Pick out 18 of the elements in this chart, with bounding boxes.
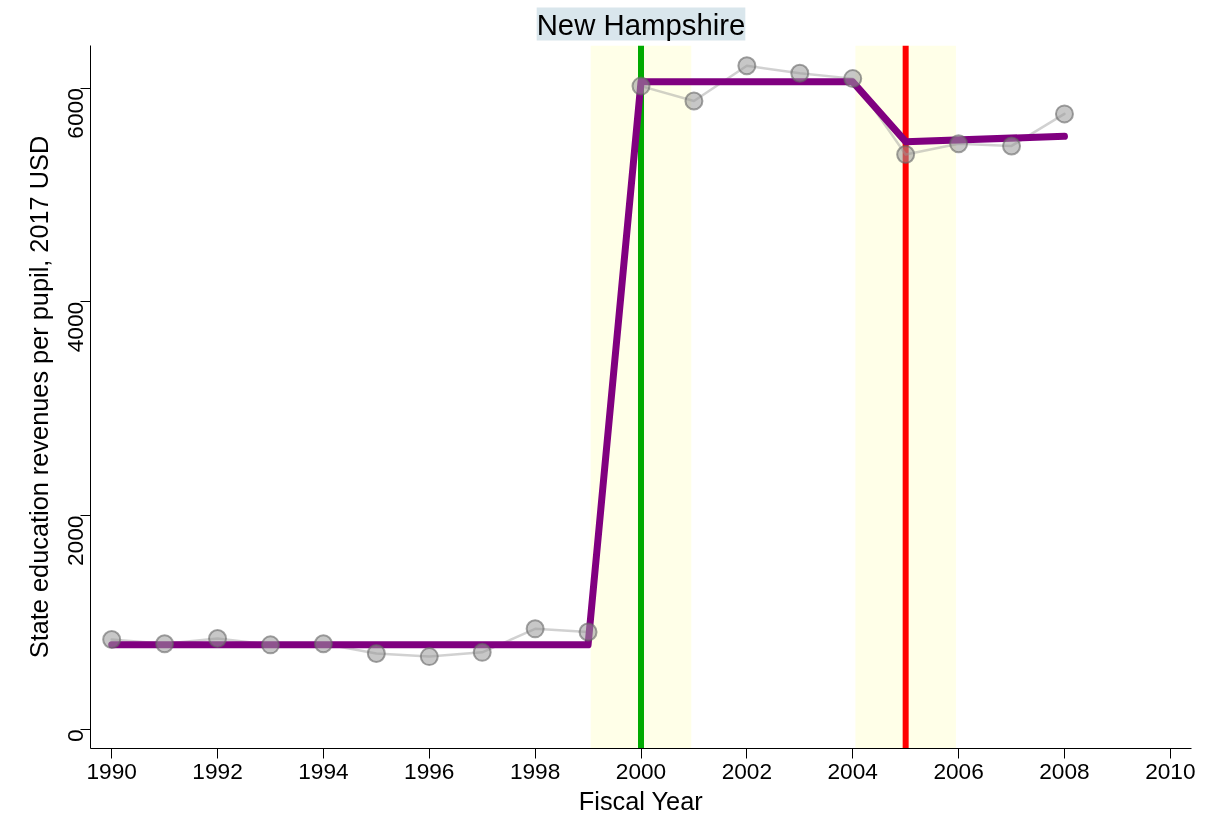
x-tick-label: 2008 <box>1039 757 1090 784</box>
y-tick-label: 2000 <box>62 515 88 566</box>
x-tick-label: 2006 <box>933 757 984 784</box>
y-axis-title: State education revenues per pupil, 2017 USD <box>24 135 53 659</box>
x-tick-label: 1990 <box>86 757 137 784</box>
y-tick-label: 0 <box>62 729 88 742</box>
y-tick-label: 4000 <box>62 301 88 353</box>
x-tick-label: 2010 <box>1145 757 1196 784</box>
x-tick-label: 2004 <box>827 757 878 784</box>
x-tick-label: 1994 <box>298 757 349 784</box>
chart-title: New Hampshire <box>536 7 746 41</box>
y-tick-label: 6000 <box>62 88 88 139</box>
x-tick-label: 1998 <box>509 757 561 784</box>
x-tick-label: 1996 <box>404 757 455 784</box>
x-tick-label: 2000 <box>615 757 667 784</box>
x-axis-title: Fiscal Year <box>578 786 704 815</box>
x-tick-label: 2002 <box>721 757 773 784</box>
x-tick-label: 1992 <box>192 757 243 784</box>
